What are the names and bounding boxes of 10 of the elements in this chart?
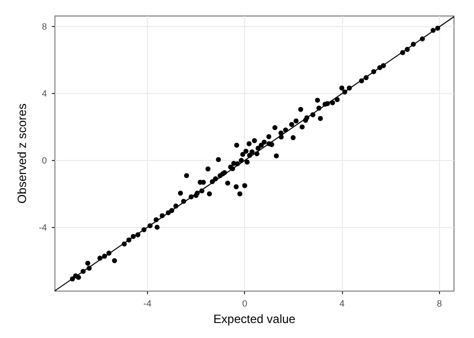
x-tick-label: 4 [340,298,345,309]
y-tick-label: -4 [38,222,47,232]
y-axis-title: Observed z scores [15,104,29,204]
y-tick-label: 4 [42,88,47,99]
x-axis-title: Expected value [213,312,296,326]
y-tick-label: 0 [42,155,47,166]
y-tick-label: 8 [42,22,47,32]
x-tick-label: -4 [143,298,152,309]
x-tick-label: 0 [242,298,248,309]
x-tick-label: 8 [436,298,442,309]
